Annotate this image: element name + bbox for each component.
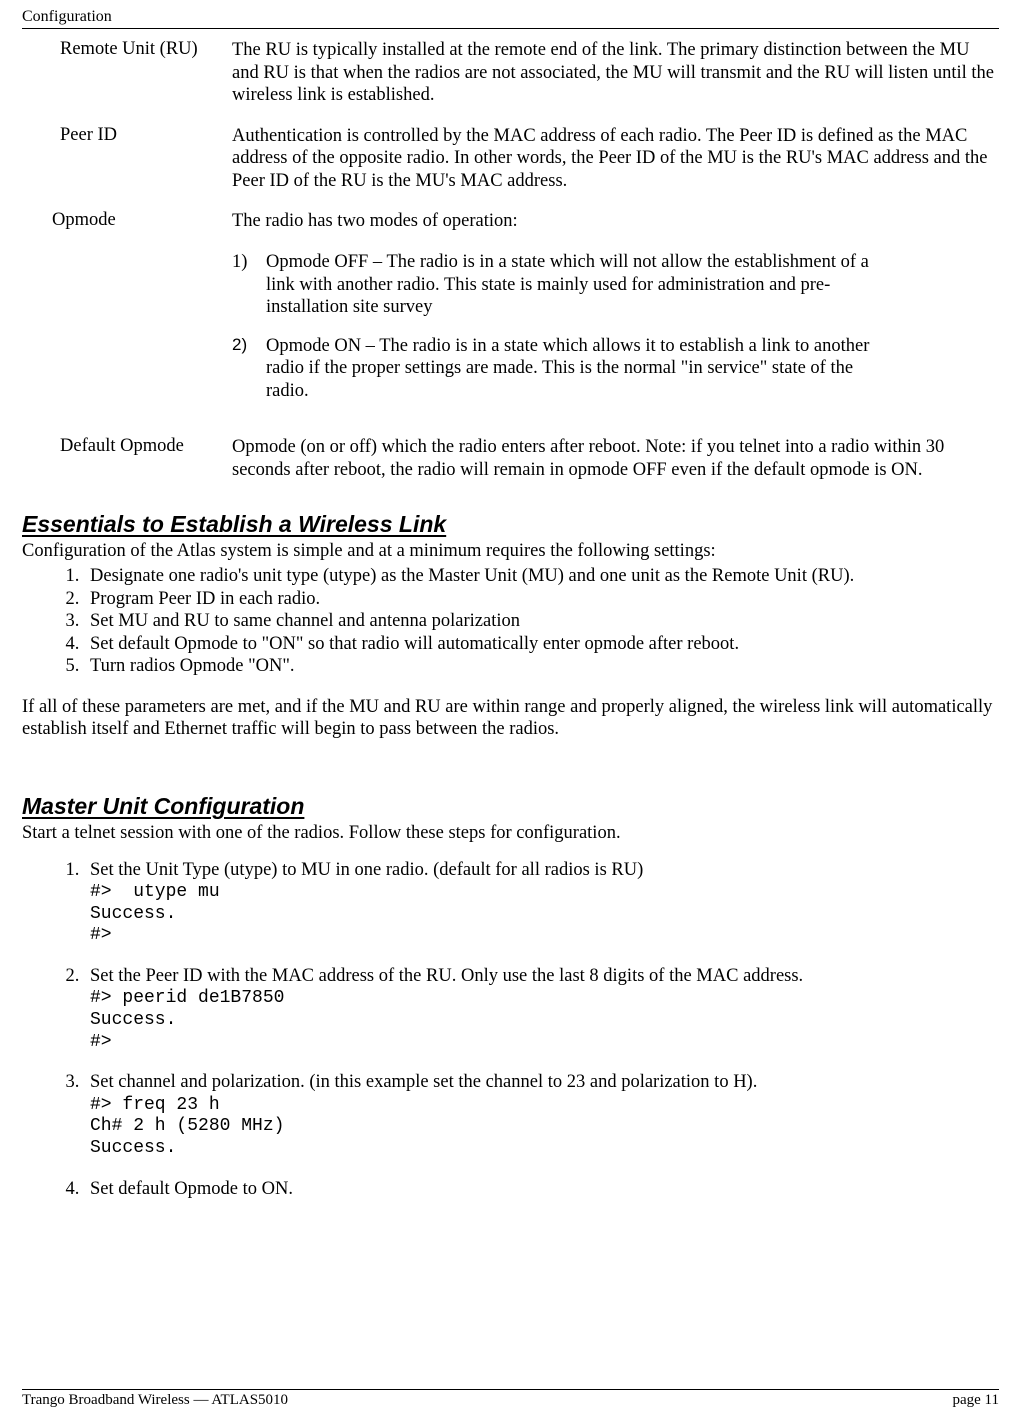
step-item: Set the Unit Type (utype) to MU in one r… xyxy=(84,859,999,947)
definition-term: Remote Unit (RU) xyxy=(60,39,232,60)
header-rule xyxy=(22,28,999,29)
list-item: Designate one radio's unit type (utype) … xyxy=(84,565,999,588)
step-code: #> utype mu Success. #> xyxy=(90,882,999,947)
essentials-heading: Essentials to Establish a Wireless Link xyxy=(22,511,999,538)
master-intro: Start a telnet session with one of the r… xyxy=(22,822,999,845)
master-steps: Set the Unit Type (utype) to MU in one r… xyxy=(22,859,999,1201)
step-item: Set default Opmode to ON. xyxy=(84,1178,999,1201)
step-text: Set default Opmode to ON. xyxy=(90,1179,293,1199)
definition-desc: The RU is typically installed at the rem… xyxy=(232,39,999,107)
opmode-item: 2) Opmode ON – The radio is in a state w… xyxy=(232,335,999,403)
definition-row: Remote Unit (RU) The RU is typically ins… xyxy=(60,39,999,107)
opmode-text: Opmode OFF – The radio is in a state whi… xyxy=(266,251,899,319)
list-item: Turn radios Opmode "ON". xyxy=(84,655,999,678)
footer-rule xyxy=(22,1389,999,1390)
essentials-intro: Configuration of the Atlas system is sim… xyxy=(22,540,999,563)
footer-left: Trango Broadband Wireless — ATLAS5010 xyxy=(22,1392,288,1409)
opmode-num: 2) xyxy=(232,335,266,356)
step-text: Set the Peer ID with the MAC address of … xyxy=(90,966,803,986)
opmode-text: Opmode ON – The radio is in a state whic… xyxy=(266,335,899,403)
opmode-item: 1) Opmode OFF – The radio is in a state … xyxy=(232,251,999,319)
definition-desc: Opmode (on or off) which the radio enter… xyxy=(232,436,999,481)
definition-term: Opmode xyxy=(52,210,232,231)
definition-desc: Authentication is controlled by the MAC … xyxy=(232,125,999,193)
definition-term: Default Opmode xyxy=(60,436,232,457)
footer-right: page 11 xyxy=(952,1392,999,1409)
definition-row: Peer ID Authentication is controlled by … xyxy=(60,125,999,193)
step-code: #> freq 23 h Ch# 2 h (5280 MHz) Success. xyxy=(90,1095,999,1160)
opmode-list: 1) Opmode OFF – The radio is in a state … xyxy=(232,251,999,402)
essentials-list: Designate one radio's unit type (utype) … xyxy=(22,565,999,678)
master-heading: Master Unit Configuration xyxy=(22,793,999,820)
list-item: Program Peer ID in each radio. xyxy=(84,588,999,611)
page-header: Configuration xyxy=(22,8,999,26)
step-text: Set the Unit Type (utype) to MU in one r… xyxy=(90,860,643,880)
step-text: Set channel and polarization. (in this e… xyxy=(90,1072,757,1092)
definition-row: Opmode The radio has two modes of operat… xyxy=(52,210,999,418)
definition-desc: The radio has two modes of operation: 1)… xyxy=(232,210,999,418)
opmode-intro: The radio has two modes of operation: xyxy=(232,211,518,231)
essentials-outro: If all of these parameters are met, and … xyxy=(22,696,999,741)
list-item: Set default Opmode to "ON" so that radio… xyxy=(84,633,999,656)
step-item: Set the Peer ID with the MAC address of … xyxy=(84,965,999,1053)
definition-row: Default Opmode Opmode (on or off) which … xyxy=(60,436,999,481)
step-code: #> peerid de1B7850 Success. #> xyxy=(90,988,999,1053)
step-item: Set channel and polarization. (in this e… xyxy=(84,1071,999,1159)
definition-list: Remote Unit (RU) The RU is typically ins… xyxy=(60,39,999,481)
list-item: Set MU and RU to same channel and antenn… xyxy=(84,610,999,633)
opmode-num: 1) xyxy=(232,251,266,274)
definition-term: Peer ID xyxy=(60,125,232,146)
page-footer: Trango Broadband Wireless — ATLAS5010 pa… xyxy=(22,1389,999,1409)
